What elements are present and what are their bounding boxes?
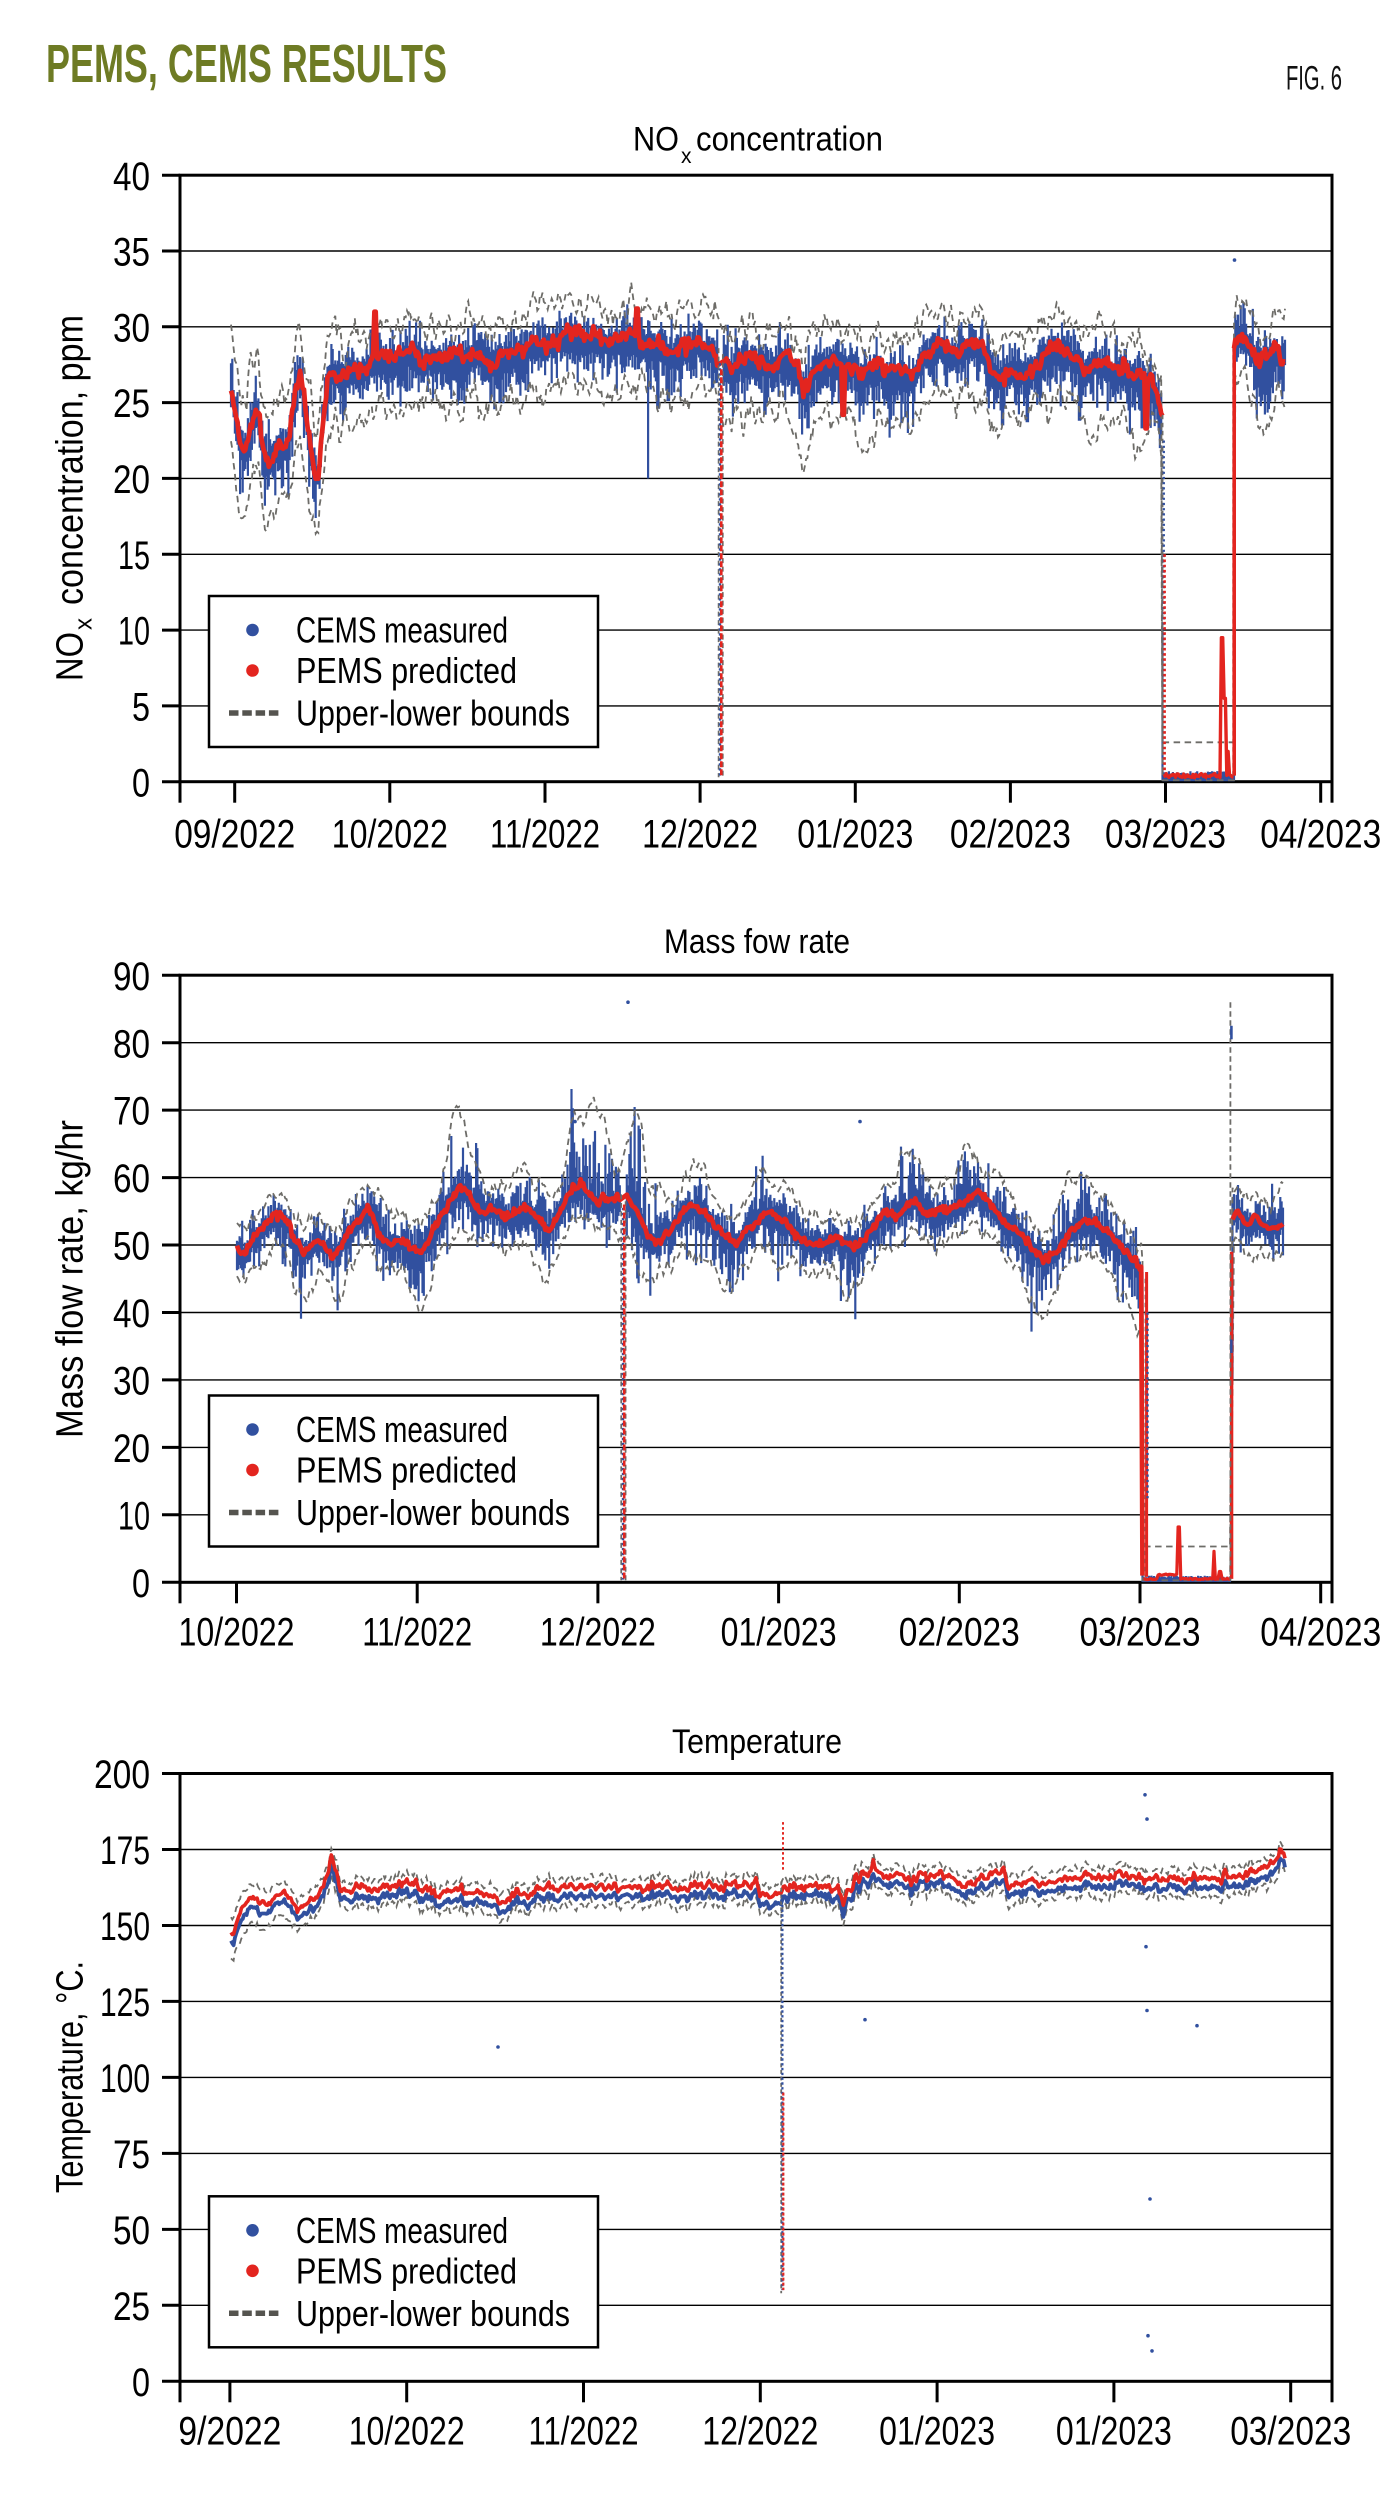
svg-text:01/2023: 01/2023 xyxy=(879,2410,995,2454)
svg-text:80: 80 xyxy=(113,1022,150,1066)
svg-text:PEMS, CEMS RESULTS: PEMS, CEMS RESULTS xyxy=(46,34,447,94)
svg-text:CEMS measured: CEMS measured xyxy=(296,2210,508,2251)
svg-text:60: 60 xyxy=(113,1157,150,1201)
svg-text:NO: NO xyxy=(50,632,92,681)
svg-text:40: 40 xyxy=(113,1292,150,1336)
svg-text:70: 70 xyxy=(113,1090,150,1134)
svg-text:20: 20 xyxy=(113,458,150,502)
svg-text:Temperature: Temperature xyxy=(672,1723,842,1761)
svg-text:FIG. 6: FIG. 6 xyxy=(1286,60,1342,98)
svg-text:01/2023: 01/2023 xyxy=(721,1611,837,1655)
svg-text:10/2022: 10/2022 xyxy=(349,2410,465,2454)
svg-text:Mass fow rate: Mass fow rate xyxy=(664,923,850,961)
svg-text:CEMS measured: CEMS measured xyxy=(296,1409,508,1450)
svg-text:20: 20 xyxy=(113,1427,150,1471)
svg-text:x: x xyxy=(681,145,692,168)
svg-text:90: 90 xyxy=(113,955,150,999)
svg-text:concentration: concentration xyxy=(696,121,883,159)
svg-text:100: 100 xyxy=(100,2057,150,2101)
svg-text:12/2022: 12/2022 xyxy=(702,2410,818,2454)
svg-text:09/2022: 09/2022 xyxy=(174,813,295,857)
svg-text:30: 30 xyxy=(113,1360,150,1404)
svg-text:125: 125 xyxy=(100,1981,150,2025)
svg-text:25: 25 xyxy=(113,2285,150,2329)
svg-text:10/2022: 10/2022 xyxy=(179,1611,295,1655)
svg-text:12/2022: 12/2022 xyxy=(642,813,758,857)
svg-text:30: 30 xyxy=(113,306,150,350)
svg-text:Mass flow rate, kg/hr: Mass flow rate, kg/hr xyxy=(50,1120,92,1438)
svg-text:10: 10 xyxy=(118,610,150,654)
svg-text:01/2023: 01/2023 xyxy=(797,813,913,857)
svg-text:04/2023: 04/2023 xyxy=(1260,813,1381,857)
svg-text:11/2022: 11/2022 xyxy=(362,1611,472,1655)
svg-text:35: 35 xyxy=(113,231,150,275)
svg-text:03/2023: 03/2023 xyxy=(1105,813,1226,857)
svg-text:200: 200 xyxy=(94,1753,150,1797)
svg-text:Upper-lower bounds: Upper-lower bounds xyxy=(296,1492,570,1533)
svg-text:50: 50 xyxy=(113,1225,150,1269)
svg-text:9/2022: 9/2022 xyxy=(178,2410,281,2454)
svg-text:11/2022: 11/2022 xyxy=(490,813,600,857)
svg-text:0: 0 xyxy=(132,1562,150,1606)
svg-text:50: 50 xyxy=(113,2209,150,2253)
svg-text:03/2023: 03/2023 xyxy=(1230,2410,1351,2454)
svg-text:25: 25 xyxy=(113,382,150,426)
svg-text:concentration, ppm: concentration, ppm xyxy=(50,315,92,605)
svg-text:CEMS measured: CEMS measured xyxy=(296,610,508,651)
svg-text:75: 75 xyxy=(113,2133,150,2177)
svg-text:0: 0 xyxy=(132,2361,150,2405)
svg-text:02/2023: 02/2023 xyxy=(950,813,1071,857)
svg-text:PEMS predicted: PEMS predicted xyxy=(296,1450,517,1491)
svg-text:02/2023: 02/2023 xyxy=(899,1611,1020,1655)
svg-text:150: 150 xyxy=(100,1905,150,1949)
svg-text:NO: NO xyxy=(633,121,679,159)
svg-text:x: x xyxy=(71,618,98,630)
svg-text:0: 0 xyxy=(132,761,150,805)
svg-text:04/2023: 04/2023 xyxy=(1260,1611,1381,1655)
svg-text:PEMS predicted: PEMS predicted xyxy=(296,2251,517,2292)
svg-text:15: 15 xyxy=(118,534,150,578)
svg-text:03/2023: 03/2023 xyxy=(1080,1611,1201,1655)
svg-text:Upper-lower bounds: Upper-lower bounds xyxy=(296,2293,570,2334)
svg-text:175: 175 xyxy=(100,1829,150,1873)
svg-text:Temperature, °C.: Temperature, °C. xyxy=(50,1961,92,2193)
svg-text:PEMS predicted: PEMS predicted xyxy=(296,650,517,691)
svg-text:01/2023: 01/2023 xyxy=(1056,2410,1172,2454)
svg-text:40: 40 xyxy=(113,155,150,199)
svg-text:12/2022: 12/2022 xyxy=(540,1611,656,1655)
svg-text:10: 10 xyxy=(118,1494,150,1538)
svg-text:5: 5 xyxy=(132,686,150,730)
svg-text:10/2022: 10/2022 xyxy=(332,813,448,857)
svg-text:11/2022: 11/2022 xyxy=(529,2410,639,2454)
svg-text:Upper-lower bounds: Upper-lower bounds xyxy=(296,693,570,734)
